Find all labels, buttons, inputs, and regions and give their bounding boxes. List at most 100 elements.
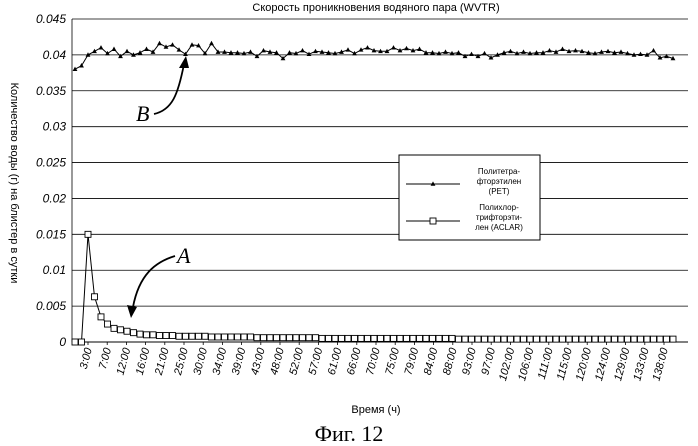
data-point bbox=[280, 335, 286, 341]
x-tick-label: 124:00 bbox=[593, 346, 614, 382]
data-point bbox=[98, 314, 104, 320]
data-point bbox=[267, 335, 273, 341]
data-point bbox=[664, 54, 669, 58]
y-tick-labels: 00.0050.010.0150.020.0250.030.0350.040.0… bbox=[36, 12, 66, 349]
data-point bbox=[670, 336, 676, 342]
data-point bbox=[157, 41, 162, 45]
data-point bbox=[293, 335, 299, 341]
series-layer bbox=[72, 41, 676, 345]
data-point bbox=[631, 336, 637, 342]
x-tick-label: 138:00 bbox=[651, 346, 672, 382]
legend-entry-text: трифторэти- bbox=[476, 213, 523, 222]
data-point bbox=[92, 294, 98, 300]
data-point bbox=[469, 336, 475, 342]
data-point bbox=[235, 334, 241, 340]
data-point bbox=[540, 336, 546, 342]
x-tick-label: 43:00 bbox=[249, 346, 268, 377]
data-point bbox=[501, 336, 507, 342]
data-point bbox=[573, 336, 579, 342]
annotation-a-arrowhead bbox=[127, 305, 137, 318]
data-point bbox=[313, 335, 319, 341]
data-point bbox=[638, 336, 644, 342]
data-point bbox=[423, 335, 429, 341]
x-tick-label: 120:00 bbox=[574, 346, 595, 382]
data-point bbox=[319, 335, 325, 341]
data-point bbox=[209, 41, 214, 45]
data-point bbox=[196, 333, 202, 339]
data-point bbox=[176, 333, 182, 339]
y-tick-label: 0.015 bbox=[36, 227, 66, 241]
x-tick-label: 25:00 bbox=[172, 346, 191, 378]
data-point bbox=[222, 334, 228, 340]
data-point bbox=[352, 335, 358, 341]
data-point bbox=[443, 49, 448, 53]
x-tick-label: 16:00 bbox=[134, 346, 153, 377]
data-point bbox=[313, 49, 318, 53]
x-axis-label: Время (ч) bbox=[351, 404, 400, 416]
y-tick-label: 0.005 bbox=[36, 299, 66, 313]
data-point bbox=[527, 336, 533, 342]
annotation-a-label: A bbox=[175, 243, 191, 268]
data-point bbox=[163, 333, 169, 339]
data-point bbox=[618, 336, 624, 342]
legend-square-marker bbox=[430, 218, 436, 224]
data-point bbox=[248, 334, 254, 340]
series-line bbox=[75, 234, 673, 342]
data-point bbox=[404, 46, 409, 50]
data-point bbox=[404, 335, 410, 341]
data-point bbox=[189, 333, 195, 339]
x-tick-label: 102:00 bbox=[497, 346, 518, 382]
data-point bbox=[202, 333, 208, 339]
data-point bbox=[521, 336, 527, 342]
data-point bbox=[183, 333, 189, 339]
data-point bbox=[85, 231, 91, 237]
data-point bbox=[586, 336, 592, 342]
data-point bbox=[99, 45, 104, 49]
data-point bbox=[144, 47, 149, 51]
data-point bbox=[177, 47, 182, 51]
data-point bbox=[475, 336, 481, 342]
data-point bbox=[150, 332, 156, 338]
x-tick-label: 61:00 bbox=[326, 346, 345, 377]
x-tick-label: 88:00 bbox=[441, 346, 460, 377]
x-tick-label: 3:00 bbox=[78, 346, 95, 371]
data-point bbox=[495, 336, 501, 342]
x-tick-label: 115:00 bbox=[555, 346, 575, 382]
data-point bbox=[482, 336, 488, 342]
data-point bbox=[300, 48, 305, 52]
x-tick-label: 48:00 bbox=[268, 346, 287, 377]
data-point bbox=[657, 336, 663, 342]
data-point bbox=[228, 334, 234, 340]
data-point bbox=[287, 50, 292, 54]
data-point bbox=[190, 42, 195, 46]
data-point bbox=[365, 45, 370, 49]
data-point bbox=[261, 48, 266, 52]
data-point bbox=[410, 335, 416, 341]
data-point bbox=[462, 336, 468, 342]
data-point bbox=[664, 336, 670, 342]
data-point bbox=[391, 335, 397, 341]
data-point bbox=[358, 335, 364, 341]
annotation-b-arrow bbox=[154, 64, 184, 114]
y-axis-label: Количество воды (г) на блистер в сутки bbox=[8, 83, 20, 284]
data-point bbox=[592, 336, 598, 342]
data-point bbox=[521, 49, 526, 53]
data-point bbox=[72, 339, 78, 345]
data-point bbox=[170, 42, 175, 46]
data-point bbox=[345, 335, 351, 341]
data-point bbox=[456, 50, 461, 54]
data-point bbox=[371, 335, 377, 341]
data-point bbox=[560, 336, 566, 342]
data-point bbox=[579, 336, 585, 342]
data-point bbox=[131, 330, 137, 336]
x-tick-label: 34:00 bbox=[211, 346, 230, 377]
data-point bbox=[488, 336, 494, 342]
x-tick-label: 66:00 bbox=[345, 346, 364, 377]
y-tick-label: 0.035 bbox=[36, 84, 66, 98]
data-point bbox=[339, 335, 345, 341]
data-point bbox=[384, 335, 390, 341]
data-point bbox=[651, 48, 656, 52]
data-point bbox=[612, 336, 618, 342]
data-point bbox=[560, 47, 565, 51]
